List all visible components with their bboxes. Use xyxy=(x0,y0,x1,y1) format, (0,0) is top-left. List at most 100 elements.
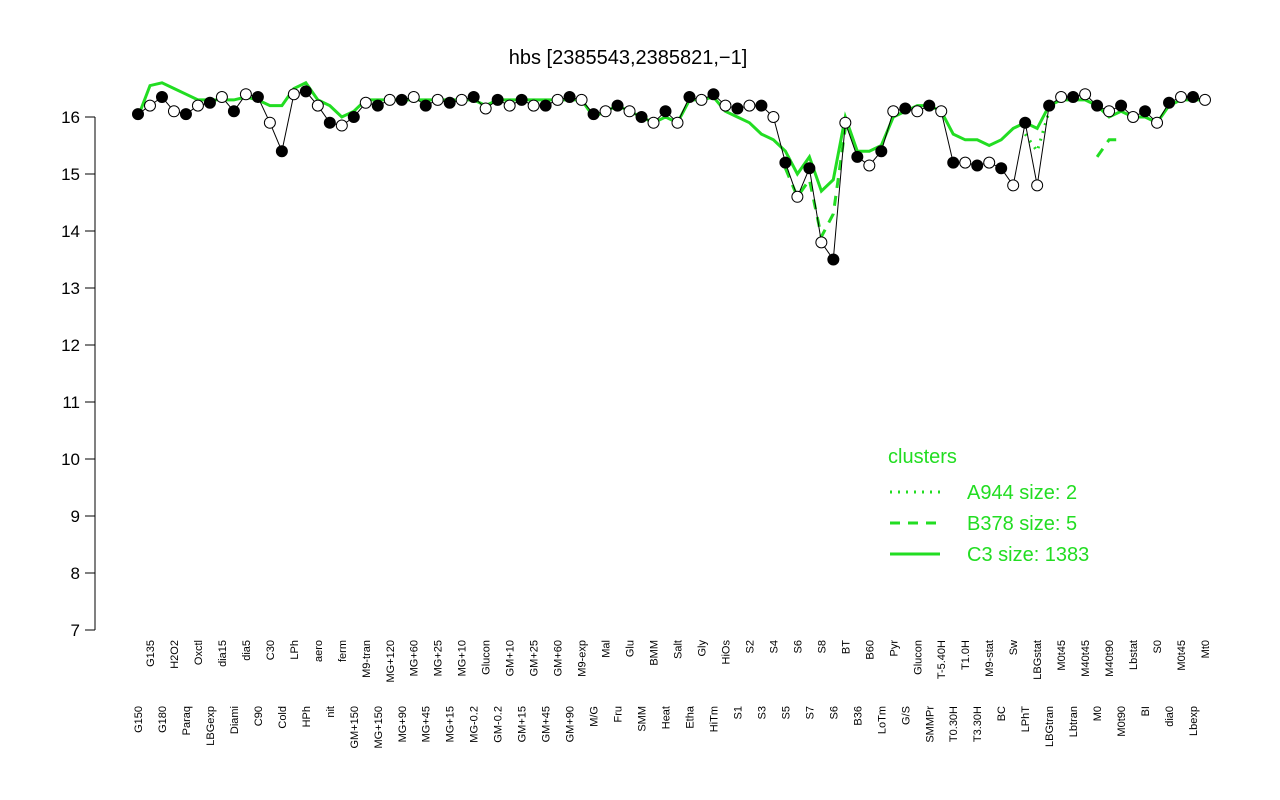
point xyxy=(947,156,960,169)
point xyxy=(179,108,192,121)
x-tick-label: Gly xyxy=(696,640,708,657)
legend-label: C3 size: 1383 xyxy=(967,544,1089,566)
x-tick-label: nit xyxy=(325,706,337,718)
point xyxy=(827,253,840,266)
line xyxy=(1023,110,1051,155)
x-tick-label: GM+90 xyxy=(565,706,577,742)
x-tick-label: M9-tran xyxy=(361,640,373,678)
point xyxy=(1163,96,1176,109)
point xyxy=(911,105,924,118)
x-tick-label: dia5 xyxy=(241,640,253,661)
y-tick-label: 7 xyxy=(71,621,80,640)
point xyxy=(1055,91,1068,104)
x-tick-label: G/S xyxy=(900,706,912,725)
x-tick-label: BT xyxy=(840,640,852,654)
x-tick-label: T-5.40H xyxy=(936,640,948,679)
point xyxy=(299,85,312,98)
point xyxy=(791,190,804,203)
point xyxy=(683,91,696,104)
x-tick-label: M0t90 xyxy=(1116,706,1128,737)
point xyxy=(839,116,852,129)
x-tick-label: GM+150 xyxy=(349,706,361,749)
point xyxy=(707,88,720,101)
point xyxy=(443,96,456,109)
x-tick-label: BI xyxy=(1140,706,1152,716)
point xyxy=(551,93,564,106)
x-tick-label: dia0 xyxy=(1164,706,1176,727)
x-tick-label: H2O2 xyxy=(169,640,181,669)
point xyxy=(371,99,384,112)
point xyxy=(515,93,528,106)
legend-label: B378 size: 5 xyxy=(967,513,1077,535)
y-tick-label: 13 xyxy=(61,279,80,298)
point xyxy=(923,99,936,112)
point xyxy=(875,145,888,158)
x-tick-label: M0t45 xyxy=(1056,640,1068,671)
point xyxy=(887,105,900,118)
point xyxy=(959,156,972,169)
point xyxy=(671,116,684,129)
x-tick-label: Mt0 xyxy=(1200,640,1212,658)
y-tick-label: 8 xyxy=(71,564,80,583)
x-tick-label: HPh xyxy=(301,706,313,727)
y-tick-label: 16 xyxy=(61,108,80,127)
point xyxy=(383,93,396,106)
x-tick-label: Lbstat xyxy=(1128,640,1140,670)
x-tick-label: M9-exp xyxy=(577,640,589,677)
x-tick-label: M40t90 xyxy=(1104,640,1116,677)
point xyxy=(479,102,492,115)
x-tick-label: M0 xyxy=(1092,706,1104,721)
x-tick-label: GM+25 xyxy=(529,640,541,676)
x-tick-label: S8 xyxy=(816,640,828,653)
x-tick-label: S1 xyxy=(732,706,744,719)
point xyxy=(815,236,828,249)
x-tick-label: M40t45 xyxy=(1080,640,1092,677)
point xyxy=(1031,179,1044,192)
x-tick-label: GM+15 xyxy=(517,706,529,742)
x-tick-label: MG+90 xyxy=(397,706,409,742)
point xyxy=(527,99,540,112)
point xyxy=(155,91,168,104)
x-tick-label: Lbexp xyxy=(1188,706,1200,736)
x-tick-label: GM-0.2 xyxy=(493,706,505,743)
point xyxy=(1187,91,1200,104)
point xyxy=(203,96,216,109)
point xyxy=(719,99,732,112)
point xyxy=(635,111,648,123)
point xyxy=(1091,99,1104,112)
point xyxy=(132,108,144,121)
x-tick-label: LBGstat xyxy=(1032,640,1044,680)
point xyxy=(431,93,444,106)
point xyxy=(1151,116,1164,129)
point xyxy=(323,116,336,129)
point xyxy=(263,116,276,129)
x-tick-label: BMM xyxy=(649,640,661,666)
x-tick-label: BC xyxy=(996,706,1008,721)
point xyxy=(311,99,324,112)
x-tick-label: Mal xyxy=(601,640,613,658)
point xyxy=(191,99,204,112)
point xyxy=(563,91,576,104)
point xyxy=(695,93,708,106)
x-tick-label: HiTm xyxy=(708,706,720,732)
x-tick-label: S2 xyxy=(744,640,756,653)
x-tick-label: LPh xyxy=(289,640,301,660)
point xyxy=(611,99,624,112)
x-tick-label: S5 xyxy=(780,706,792,719)
point xyxy=(395,93,408,106)
point xyxy=(971,159,984,172)
x-tick-label: Cold xyxy=(277,706,289,729)
point xyxy=(1199,93,1211,106)
point xyxy=(287,88,300,101)
point xyxy=(251,91,264,104)
x-tick-label: Lbtran xyxy=(1068,706,1080,737)
x-tick-label: SMMPr xyxy=(924,706,936,743)
x-tick-label: LBGexp xyxy=(205,706,217,746)
point xyxy=(539,99,552,112)
x-tick-label: MG+45 xyxy=(421,706,433,742)
point xyxy=(1007,179,1020,192)
line xyxy=(784,128,1122,242)
y-tick-label: 11 xyxy=(62,393,80,412)
x-tick-label: S6 xyxy=(828,706,840,719)
